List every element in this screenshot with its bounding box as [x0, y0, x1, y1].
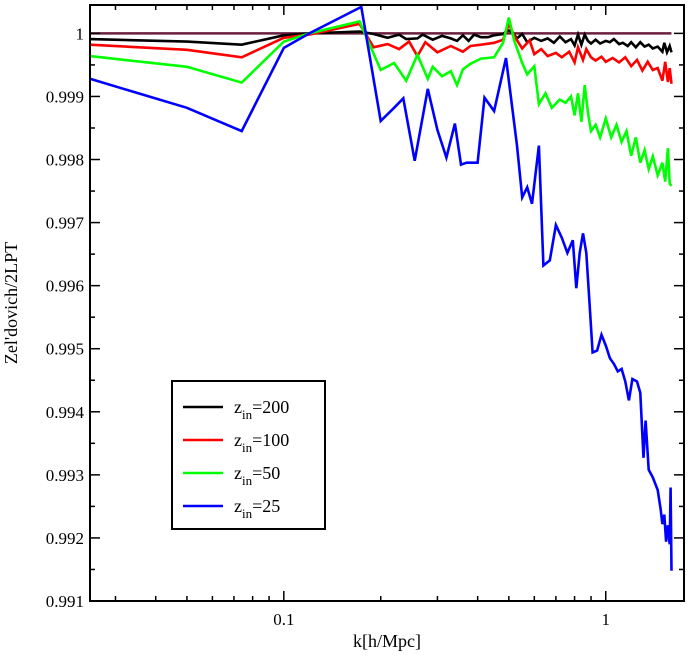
y-tick-label: 0.991 [46, 592, 84, 611]
y-tick-label: 0.999 [46, 87, 84, 106]
legend-label: zin=100 [234, 430, 289, 455]
x-axis: 0.1 1 [114, 5, 611, 629]
y-tick-label: 0.993 [46, 466, 84, 485]
x-tick-label: 1 [602, 610, 611, 629]
y-axis-label: Zel'dovich/2LPT [1, 242, 21, 364]
y-tick-label: 0.994 [46, 403, 85, 422]
series-line-z200 [89, 28, 673, 57]
y-tick-label: 0.992 [46, 529, 84, 548]
y-tick-label: 0.997 [46, 214, 85, 233]
legend-box [171, 380, 326, 530]
y-tick-label: 1 [76, 24, 85, 43]
legend-label: zin=200 [234, 397, 289, 422]
y-tick-label: 0.996 [46, 277, 84, 296]
x-axis-label: k[h/Mpc] [353, 631, 421, 651]
plot-frame [89, 4, 685, 602]
legend-label: zin=25 [234, 496, 280, 521]
legend-label: zin=50 [234, 463, 280, 488]
series-line-z25 [89, 4, 673, 571]
y-axis: 0.991 0.992 0.993 0.994 0.995 0.996 0.997 0.998… [46, 24, 684, 611]
y-tick-label: 0.998 [46, 151, 84, 170]
legend: zin=200 zin=100 zin=50 zin=25 [171, 380, 326, 530]
series-line-z50 [89, 17, 673, 187]
x-tick-label: 0.1 [273, 610, 294, 629]
series-line-z100 [89, 20, 673, 84]
y-tick-label: 0.995 [46, 340, 84, 359]
series-group [89, 4, 673, 571]
